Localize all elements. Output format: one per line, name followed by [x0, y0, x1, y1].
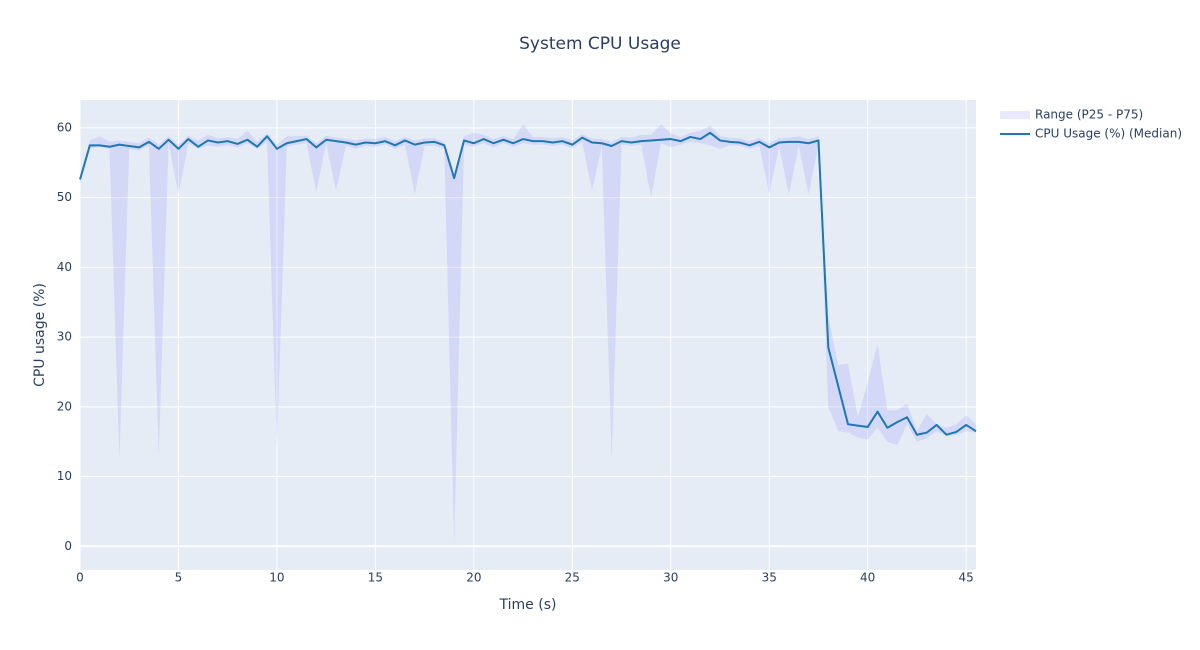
legend-swatch: [1000, 111, 1030, 119]
plot-area: [80, 100, 976, 570]
x-tick-label: 15: [368, 571, 383, 585]
y-tick-label: 0: [64, 539, 72, 553]
y-tick-label: 50: [57, 190, 72, 204]
y-tick-label: 10: [57, 469, 72, 483]
y-axis-title: CPU usage (%): [32, 283, 48, 387]
median-line: [79, 131, 977, 436]
x-tick-label: 25: [565, 571, 580, 585]
y-tick-label: 40: [57, 260, 72, 274]
x-tick-label: 20: [466, 571, 481, 585]
x-tick-label: 10: [269, 571, 284, 585]
x-tick-label: 0: [76, 571, 84, 585]
x-tick-label: 45: [959, 571, 974, 585]
y-tick-label: 60: [57, 120, 72, 134]
x-tick-label: 5: [175, 571, 183, 585]
x-tick-label: 35: [762, 571, 777, 585]
x-tick-label: 30: [663, 571, 678, 585]
x-axis-title: Time (s): [499, 597, 557, 613]
y-tick-label: 30: [57, 330, 72, 344]
chart-title: System CPU Usage: [519, 34, 681, 54]
x-tick-label: 40: [860, 571, 875, 585]
y-tick-label: 20: [57, 399, 72, 413]
legend-label: Range (P25 - P75): [1035, 108, 1143, 122]
legend-label: CPU Usage (%) (Median): [1035, 127, 1182, 141]
